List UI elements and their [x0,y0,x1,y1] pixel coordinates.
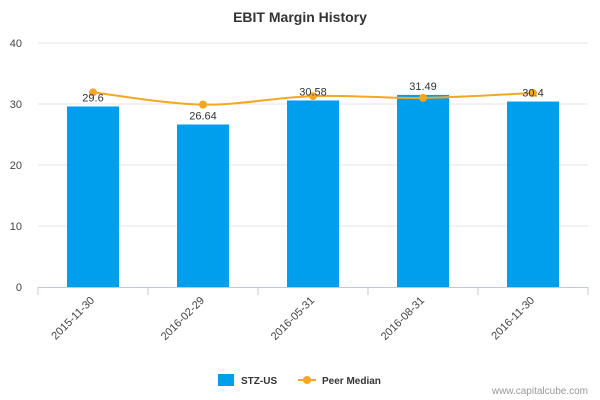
x-tick-label: 2015-11-30 [49,295,97,343]
legend-item-stz[interactable]: STZ-US [218,374,277,387]
legend: STZ-US Peer Median [218,374,381,387]
bar [397,94,449,287]
peer-median-point [419,93,427,102]
y-tick-label: 40 [10,38,22,50]
legend-item-peer-median[interactable]: Peer Median [298,376,381,387]
chart-title: EBIT Margin History [233,9,367,25]
x-tick-label: 2016-05-31 [269,295,317,343]
bar [287,100,339,287]
bar [177,124,229,287]
data-label: 30.4 [522,88,543,100]
y-tick-label: 10 [10,221,22,233]
credit-text: www.capitalcube.com [491,386,588,397]
x-axis: 2015-11-30 2016-02-29 2016-05-31 2016-08-31… [37,287,589,343]
legend-label-stz: STZ-US [241,376,277,387]
peer-median-series [89,88,537,109]
y-tick-label: 20 [10,160,22,172]
y-tick-label: 0 [16,282,22,294]
bar [67,106,119,287]
peer-median-point [529,89,537,98]
data-label: 31.49 [409,81,437,93]
y-axis: 0 10 20 30 40 [10,38,22,294]
x-tick-label: 2016-11-30 [489,295,537,343]
data-label: 29.6 [82,92,103,104]
bar [507,101,559,287]
legend-marker-peer-median [303,376,311,384]
peer-median-point [199,100,207,109]
x-tick-label: 2016-08-31 [379,295,427,343]
peer-median-point [309,92,317,101]
data-label: 26.64 [189,110,217,122]
legend-label-peer-median: Peer Median [322,376,381,387]
bar-series [67,94,559,287]
data-label: 30.58 [299,86,327,98]
x-tick-label: 2016-02-29 [159,295,207,343]
data-labels: 29.6 26.64 30.58 31.49 30.4 [82,81,543,123]
peer-median-point [89,88,97,97]
legend-swatch-stz [218,374,234,386]
y-tick-label: 30 [10,99,22,111]
